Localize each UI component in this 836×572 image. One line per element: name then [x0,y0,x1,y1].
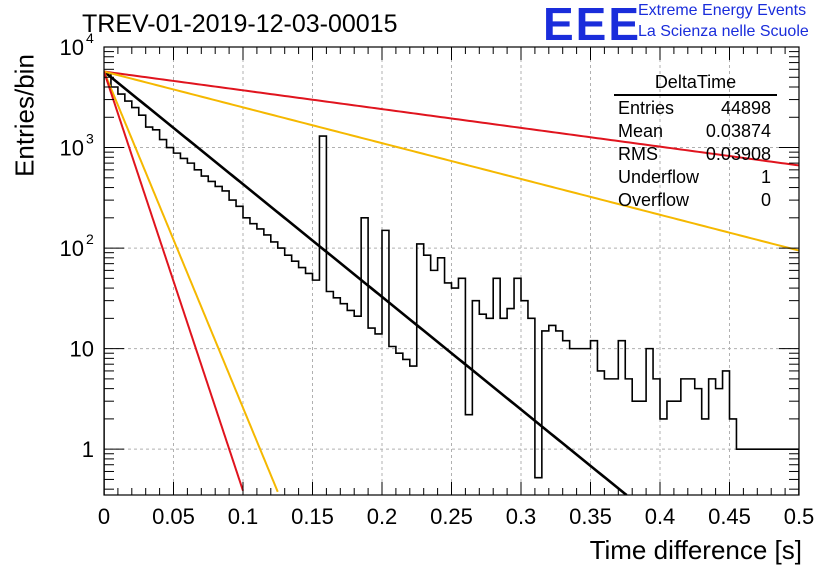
x-tick-label: 0.5 [784,504,815,529]
y-tick-exponent: 2 [86,231,94,247]
stats-row: Underflow 1 [614,166,777,189]
x-tick-label: 0.2 [367,504,398,529]
x-tick-label: 0.4 [645,504,676,529]
stats-value: 1 [760,167,771,187]
y-axis-label: Entries/bin [9,54,40,177]
y-tick-exponent: 3 [86,131,94,147]
stats-box: DeltaTime Entries 44898 Mean 0.03874 RMS 0.… [614,72,777,212]
stats-label: Underflow [618,167,700,187]
logo-line-2: La Scienza nelle Scuole [638,23,809,40]
y-tick-label: 10 [60,136,84,161]
series-yellow-line [104,71,279,493]
logo-line-1: Extreme Energy Events [638,2,807,19]
x-tick-label: 0 [98,504,110,529]
x-axis-label: Time difference [s] [589,535,802,565]
y-tick-label: 10 [70,337,94,362]
stats-value: 0.03874 [705,121,771,141]
series-black-line [104,70,628,495]
stats-label: RMS [618,144,658,164]
stats-label: Overflow [618,190,690,210]
y-tick-exponent: 4 [86,30,94,46]
y-tick-label: 1 [82,437,94,462]
stats-value: 0 [760,190,771,210]
histogram-steps [104,72,799,495]
x-tick-label: 0.45 [708,504,751,529]
stats-row: Mean 0.03874 [614,120,777,143]
x-tick-label: 0.15 [291,504,334,529]
stats-value: 44898 [720,98,771,118]
stats-label: Mean [618,121,664,141]
series-red-line [104,71,244,492]
stats-value: 0.03908 [705,144,771,164]
x-tick-label: 0.1 [228,504,259,529]
x-tick-label: 0.35 [569,504,612,529]
stats-row: RMS 0.03908 [614,143,777,166]
y-tick-label: 10 [60,35,84,60]
stats-row: Overflow 0 [614,189,777,212]
stats-title: DeltaTime [614,72,777,96]
series-red-line [104,70,799,167]
stats-row: Entries 44898 [614,97,777,120]
stats-label: Entries [618,98,675,118]
x-tick-label: 0.25 [430,504,473,529]
x-tick-label: 0.3 [506,504,537,529]
y-tick-label: 10 [60,236,84,261]
x-tick-label: 0.05 [152,504,195,529]
series-yellow-line [104,70,799,252]
eee-logo: EEE [543,0,642,50]
chart-title: TREV-01-2019-12-03-00015 [82,10,398,38]
